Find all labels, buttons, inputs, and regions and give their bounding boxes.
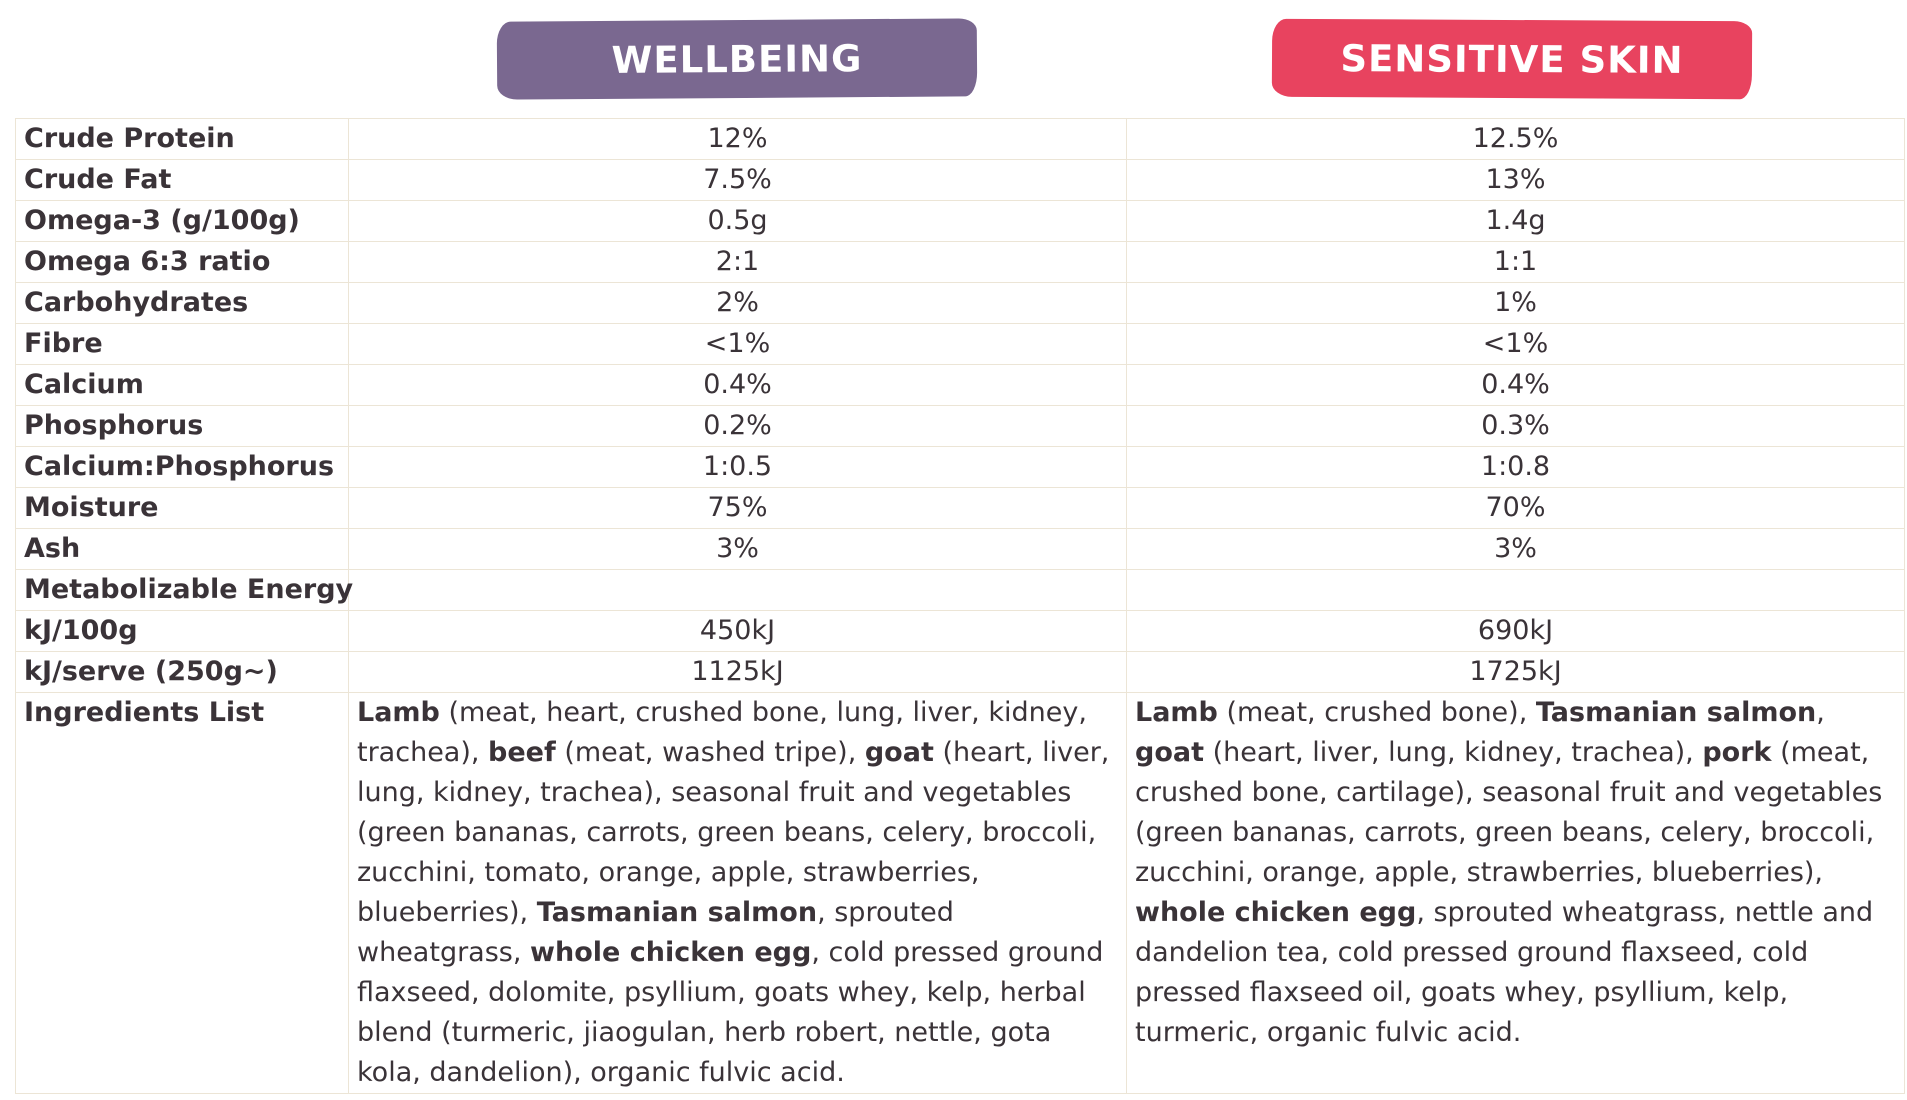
row-label: kJ/serve (250g~) bbox=[15, 651, 349, 693]
table-row: Omega-3 (g/100g) 0.5g 1.4g bbox=[15, 200, 1905, 242]
sensitive-value bbox=[1126, 569, 1905, 611]
table-row: Phosphorus 0.2% 0.3% bbox=[15, 405, 1905, 447]
wellbeing-value: 2:1 bbox=[348, 241, 1127, 283]
row-label: Phosphorus bbox=[15, 405, 349, 447]
table-row: Calcium:Phosphorus 1:0.5 1:0.8 bbox=[15, 446, 1905, 488]
row-label: kJ/100g bbox=[15, 610, 349, 652]
ingredient-text: , sprouted wheatgrass, nettle and dandel… bbox=[1135, 897, 1874, 1048]
row-label: Omega-3 (g/100g) bbox=[15, 200, 349, 242]
sensitive-value: 12.5% bbox=[1126, 118, 1905, 160]
sensitive-skin-header: SENSITIVE SKIN bbox=[1271, 18, 1753, 100]
wellbeing-value: 7.5% bbox=[348, 159, 1127, 201]
ingredient-text: (meat, heart, crushed bone, lung, liver,… bbox=[357, 697, 1087, 768]
ingredients-row: Ingredients List Lamb (meat, heart, crus… bbox=[15, 692, 1905, 1094]
wellbeing-value: 0.2% bbox=[348, 405, 1127, 447]
sensitive-value: 1725kJ bbox=[1126, 651, 1905, 693]
table-row: Omega 6:3 ratio 2:1 1:1 bbox=[15, 241, 1905, 283]
wellbeing-value: 75% bbox=[348, 487, 1127, 529]
row-label: Ash bbox=[15, 528, 349, 570]
row-label: Calcium bbox=[15, 364, 349, 406]
ingredient-text: (meat, crushed bone), bbox=[1217, 697, 1536, 728]
table-row: Crude Fat 7.5% 13% bbox=[15, 159, 1905, 201]
ingredient-highlight: goat bbox=[864, 737, 934, 768]
table-row: Calcium 0.4% 0.4% bbox=[15, 364, 1905, 406]
row-label: Fibre bbox=[15, 323, 349, 365]
ingredient-text: (heart, liver, lung, kidney, trachea), s… bbox=[357, 737, 1110, 928]
sensitive-value: 70% bbox=[1126, 487, 1905, 529]
ingredient-highlight: goat bbox=[1135, 737, 1205, 768]
nutrition-table: Crude Protein 12% 12.5% Crude Fat 7.5% 1… bbox=[15, 118, 1905, 1094]
sensitive-value: 0.3% bbox=[1126, 405, 1905, 447]
wellbeing-header-label: WELLBEING bbox=[611, 36, 863, 82]
ingredient-highlight: Tasmanian salmon bbox=[536, 897, 818, 928]
ingredient-text: , sprouted wheatgrass, bbox=[357, 897, 954, 968]
sensitive-value: 1% bbox=[1126, 282, 1905, 324]
ingredient-text: , bbox=[1816, 697, 1825, 728]
wellbeing-value: 450kJ bbox=[348, 610, 1127, 652]
wellbeing-value: <1% bbox=[348, 323, 1127, 365]
ingredient-highlight: whole chicken egg bbox=[1135, 897, 1417, 928]
wellbeing-value: 3% bbox=[348, 528, 1127, 570]
ingredient-highlight: Tasmanian salmon bbox=[1535, 697, 1817, 728]
nutrition-table-body: Crude Protein 12% 12.5% Crude Fat 7.5% 1… bbox=[15, 118, 1905, 1094]
wellbeing-value: 12% bbox=[348, 118, 1127, 160]
wellbeing-value bbox=[348, 569, 1127, 611]
ingredient-text: (meat, washed tripe), bbox=[555, 737, 865, 768]
sensitive-value: 690kJ bbox=[1126, 610, 1905, 652]
wellbeing-value: 1:0.5 bbox=[348, 446, 1127, 488]
table-row: Crude Protein 12% 12.5% bbox=[15, 118, 1905, 160]
row-label: Moisture bbox=[15, 487, 349, 529]
wellbeing-value: 0.4% bbox=[348, 364, 1127, 406]
sensitive-value: 0.4% bbox=[1126, 364, 1905, 406]
sensitive-value: 13% bbox=[1126, 159, 1905, 201]
ingredient-highlight: whole chicken egg bbox=[530, 937, 812, 968]
row-label: Carbohydrates bbox=[15, 282, 349, 324]
ingredient-text: , cold pressed ground flaxseed, dolomite… bbox=[357, 937, 1104, 1088]
ingredient-highlight: beef bbox=[488, 737, 556, 768]
sensitive-value: 3% bbox=[1126, 528, 1905, 570]
sensitive-value: 1:0.8 bbox=[1126, 446, 1905, 488]
table-row: kJ/serve (250g~) 1125kJ 1725kJ bbox=[15, 651, 1905, 693]
row-label: Crude Fat bbox=[15, 159, 349, 201]
sensitive-value: 1:1 bbox=[1126, 241, 1905, 283]
ingredient-highlight: Lamb bbox=[1135, 697, 1218, 728]
table-row: Metabolizable Energy bbox=[15, 569, 1905, 611]
row-label: Omega 6:3 ratio bbox=[15, 241, 349, 283]
ingredient-highlight: pork bbox=[1702, 737, 1772, 768]
ingredient-text: (meat, crushed bone, cartilage), seasona… bbox=[1135, 737, 1883, 888]
row-label: Calcium:Phosphorus bbox=[15, 446, 349, 488]
table-row: Ash 3% 3% bbox=[15, 528, 1905, 570]
wellbeing-value: 2% bbox=[348, 282, 1127, 324]
table-row: Moisture 75% 70% bbox=[15, 487, 1905, 529]
table-row: kJ/100g 450kJ 690kJ bbox=[15, 610, 1905, 652]
sensitive-value: 1.4g bbox=[1126, 200, 1905, 242]
ingredient-text: (heart, liver, lung, kidney, trachea), bbox=[1204, 737, 1703, 768]
wellbeing-header: WELLBEING bbox=[496, 18, 978, 100]
sensitive-skin-header-label: SENSITIVE SKIN bbox=[1340, 36, 1684, 82]
table-row: Carbohydrates 2% 1% bbox=[15, 282, 1905, 324]
ingredient-highlight: Lamb bbox=[357, 697, 440, 728]
sensitive-ingredients: Lamb (meat, crushed bone), Tasmanian sal… bbox=[1126, 692, 1905, 1094]
row-label: Metabolizable Energy bbox=[15, 569, 353, 611]
ingredients-label: Ingredients List bbox=[15, 692, 349, 1094]
wellbeing-value: 1125kJ bbox=[348, 651, 1127, 693]
row-label: Crude Protein bbox=[15, 118, 349, 160]
sensitive-value: <1% bbox=[1126, 323, 1905, 365]
wellbeing-value: 0.5g bbox=[348, 200, 1127, 242]
wellbeing-ingredients: Lamb (meat, heart, crushed bone, lung, l… bbox=[348, 692, 1127, 1094]
table-row: Fibre <1% <1% bbox=[15, 323, 1905, 365]
